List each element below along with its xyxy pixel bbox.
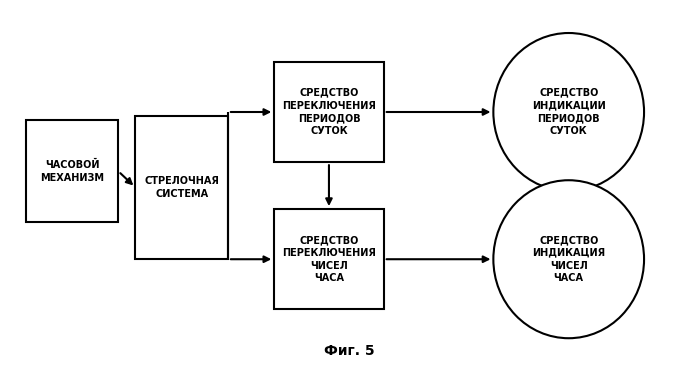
Text: СРЕДСТВО
ИНДИКАЦИЯ
ЧИСЕЛ
ЧАСА: СРЕДСТВО ИНДИКАЦИЯ ЧИСЕЛ ЧАСА xyxy=(532,235,605,283)
Text: СРЕДСТВО
ИНДИКАЦИИ
ПЕРИОДОВ
СУТОК: СРЕДСТВО ИНДИКАЦИИ ПЕРИОДОВ СУТОК xyxy=(532,88,605,136)
Text: СРЕДСТВО
ПЕРЕКЛЮЧЕНИЯ
ПЕРИОДОВ
СУТОК: СРЕДСТВО ПЕРЕКЛЮЧЕНИЯ ПЕРИОДОВ СУТОК xyxy=(282,88,376,136)
Bar xyxy=(136,116,228,259)
Text: СТРЕЛОЧНАЯ
СИСТЕМА: СТРЕЛОЧНАЯ СИСТЕМА xyxy=(144,176,219,199)
Bar xyxy=(26,120,118,222)
Bar xyxy=(274,209,384,309)
Text: ЧАСОВОЙ
МЕХАНИЗМ: ЧАСОВОЙ МЕХАНИЗМ xyxy=(40,160,104,183)
Bar xyxy=(274,62,384,162)
Text: Фиг. 5: Фиг. 5 xyxy=(324,344,375,358)
Ellipse shape xyxy=(493,180,644,338)
Ellipse shape xyxy=(493,33,644,191)
Text: СРЕДСТВО
ПЕРЕКЛЮЧЕНИЯ
ЧИСЕЛ
ЧАСА: СРЕДСТВО ПЕРЕКЛЮЧЕНИЯ ЧИСЕЛ ЧАСА xyxy=(282,235,376,283)
